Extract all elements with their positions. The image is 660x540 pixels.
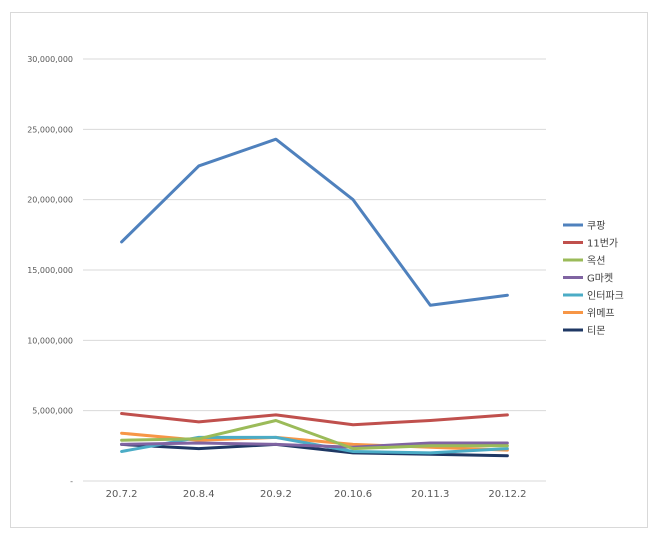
legend-label: 쿠팡 <box>587 220 605 232</box>
y-tick-label: 20,000,000 <box>27 196 73 205</box>
series-line <box>120 412 509 427</box>
x-tick-label: 20.12.2 <box>488 489 526 500</box>
legend-label: G마켓 <box>587 273 613 285</box>
y-tick-label: 15,000,000 <box>27 266 73 275</box>
gridlines <box>83 58 546 482</box>
y-tick-label: 5,000,000 <box>32 407 73 416</box>
y-tick-label: 10,000,000 <box>27 336 73 345</box>
series-line <box>120 442 509 458</box>
legend-label: 티몬 <box>587 325 605 337</box>
y-tick-label: 25,000,000 <box>27 125 73 134</box>
series-line <box>120 137 509 307</box>
x-tick-label: 20.10.6 <box>334 489 372 500</box>
y-axis: - 5,000,000 10,000,000 15,000,000 20,000,000… <box>27 55 73 486</box>
legend-label: 인터파크 <box>587 290 624 302</box>
x-axis: 20.7.2 20.8.4 20.9.2 20.10.6 20.11.3 20.12.2 <box>106 489 527 500</box>
x-tick-label: 20.8.4 <box>183 489 215 500</box>
legend-label: 위메프 <box>587 307 615 320</box>
x-tick-label: 20.7.2 <box>106 489 138 500</box>
x-tick-label: 20.11.3 <box>411 489 449 500</box>
y-tick-label: 30,000,000 <box>27 55 73 64</box>
legend-label: 11번가 <box>587 238 618 250</box>
y-tick-label: - <box>70 477 73 486</box>
series-line <box>120 441 509 449</box>
series-lines <box>120 137 509 458</box>
series-line <box>120 419 509 451</box>
x-tick-label: 20.9.2 <box>260 489 292 500</box>
legend-label: 옥션 <box>587 255 605 267</box>
